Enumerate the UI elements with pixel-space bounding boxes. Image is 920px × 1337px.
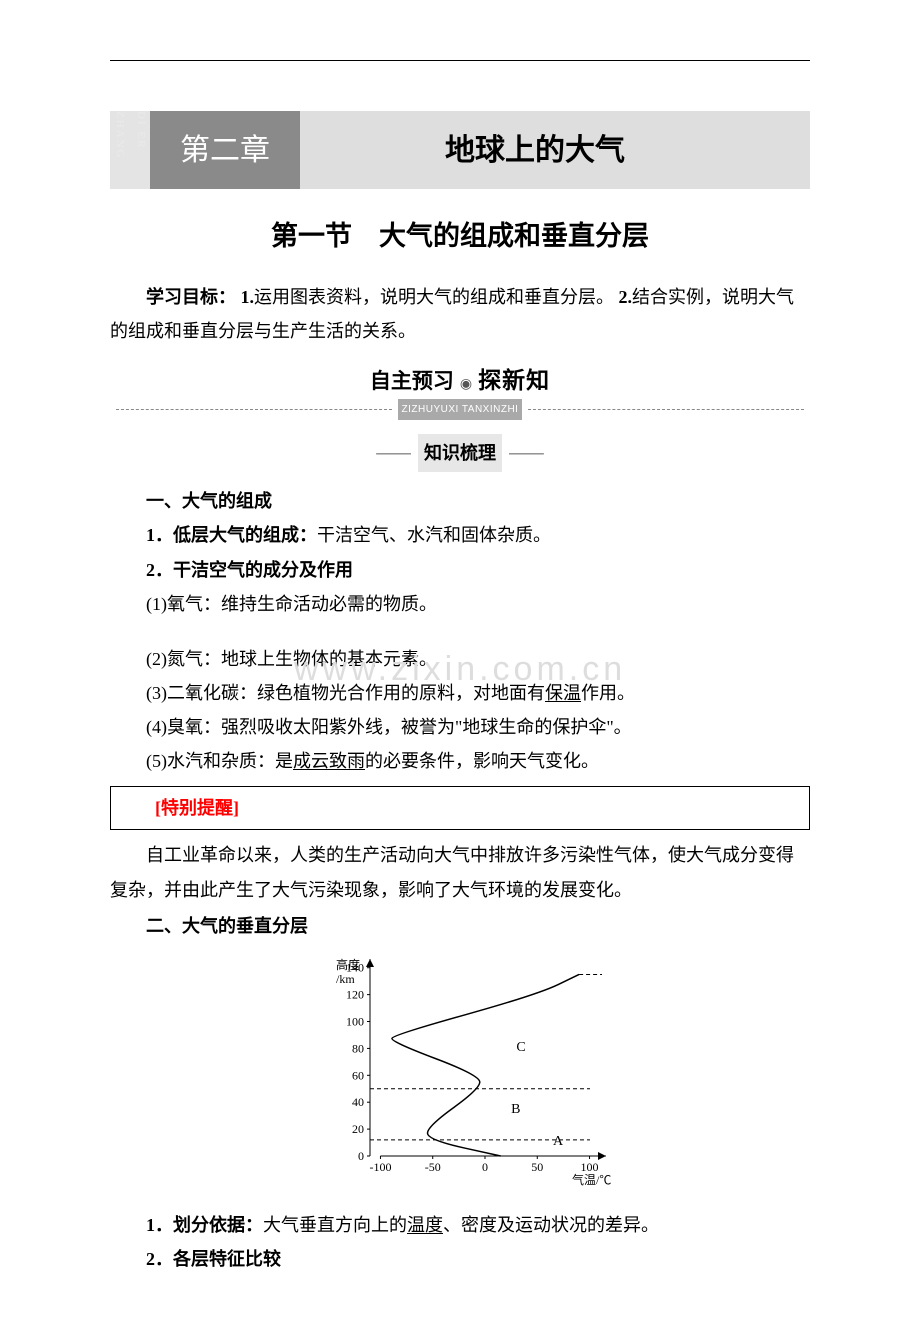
s1-list-5-ul: 成云致雨	[293, 751, 365, 771]
s1-list-4: (4)臭氧：强烈吸收太阳紫外线，被誉为"地球生命的保护伞"。	[110, 710, 810, 744]
svg-text:-100: -100	[369, 1160, 391, 1174]
obj-1-num: 1.	[241, 287, 255, 307]
svg-text:120: 120	[346, 988, 364, 1002]
bracket-left-icon: ⸺	[375, 432, 412, 474]
svg-text:20: 20	[352, 1122, 364, 1136]
s1-header: 一、大气的组成	[110, 484, 810, 518]
s1-list-3b: 作用。	[581, 683, 635, 703]
s2-1-label: 1．划分依据：	[146, 1215, 263, 1235]
svg-text:A: A	[553, 1134, 564, 1149]
preview-left: 自主预习	[370, 362, 454, 402]
svg-text:60: 60	[352, 1068, 364, 1082]
callout-box: [特别提醒]	[110, 786, 810, 830]
svg-text:140: 140	[346, 961, 364, 975]
s2-1-ul: 温度	[407, 1215, 443, 1235]
s1-1-text: 干洁空气、水汽和固体杂质。	[317, 525, 551, 545]
svg-text:100: 100	[346, 1015, 364, 1029]
chapter-banner: DI ER ZHANG 第二章 地球上的大气	[110, 111, 810, 189]
chapter-title: 地球上的大气	[300, 122, 810, 179]
section-title: 第一节 大气的组成和垂直分层	[110, 211, 810, 262]
sub-banner: ⸺ 知识梳理 ⸺	[110, 432, 810, 474]
s2-header: 二、大气的垂直分层	[110, 909, 810, 943]
s1-list-5a: (5)水汽和杂质：是	[146, 751, 293, 771]
svg-text:0: 0	[482, 1160, 488, 1174]
s1-list-3: (3)二氧化碳：绿色植物光合作用的原料，对地面有保温作用。	[110, 676, 810, 710]
objectives-label: 学习目标：	[146, 287, 236, 307]
obj-1: 运用图表资料，说明大气的组成和垂直分层。	[254, 287, 614, 307]
preview-pinyin: ZIZHUYUXI TANXINZHI	[398, 399, 523, 420]
svg-text:0: 0	[358, 1149, 364, 1163]
callout-title: [特别提醒]	[119, 791, 801, 825]
svg-text:80: 80	[352, 1041, 364, 1055]
svg-text:B: B	[511, 1102, 520, 1117]
svg-text:50: 50	[531, 1160, 543, 1174]
svg-text:-50: -50	[425, 1160, 441, 1174]
s1-list-3-ul: 保温	[545, 683, 581, 703]
atmosphere-chart: 高度/km气温/℃020406080100120140-100-50050100…	[110, 951, 810, 1202]
s1-2: 2．干洁空气的成分及作用	[110, 553, 810, 587]
pinyin-bar: ZIZHUYUXI TANXINZHI	[110, 400, 810, 418]
s2-1-c: 、密度及运动状况的差异。	[443, 1215, 659, 1235]
svg-text:100: 100	[581, 1160, 599, 1174]
s1-list-5b: 的必要条件，影响天气变化。	[365, 751, 599, 771]
svg-text:40: 40	[352, 1095, 364, 1109]
s1-list-3a: (3)二氧化碳：绿色植物光合作用的原料，对地面有	[146, 683, 545, 703]
bullet-icon: ◉	[460, 372, 472, 399]
s1-list-2: (2)氮气：地球上生物体的基本元素。	[110, 642, 810, 676]
chapter-pinyin: DI ER ZHANG	[110, 111, 150, 189]
s2-1-b: 大气垂直方向上的	[263, 1215, 407, 1235]
top-rule	[110, 60, 810, 61]
chart-svg: 高度/km气温/℃020406080100120140-100-50050100…	[300, 951, 620, 1191]
s2-2: 2．各层特征比较	[110, 1242, 810, 1276]
s1-1-label: 1．低层大气的组成：	[146, 525, 317, 545]
s1-1: 1．低层大气的组成：干洁空气、水汽和固体杂质。	[110, 518, 810, 552]
svg-text:气温/℃: 气温/℃	[572, 1172, 611, 1187]
s2-1: 1．划分依据：大气垂直方向上的温度、密度及运动状况的差异。	[110, 1208, 810, 1242]
preview-banner: 自主预习 ◉ 探新知	[110, 359, 810, 403]
preview-right: 探新知	[478, 359, 550, 403]
learning-objectives: 学习目标： 1.运用图表资料，说明大气的组成和垂直分层。 2.结合实例，说明大气…	[110, 280, 810, 348]
callout-body: 自工业革命以来，人类的生产活动向大气中排放许多污染性气体，使大气成分变得复杂，并…	[110, 838, 810, 906]
obj-2-num: 2.	[619, 287, 633, 307]
sub-banner-label: 知识梳理	[418, 434, 502, 472]
bracket-right-icon: ⸺	[508, 432, 545, 474]
chapter-number: 第二章	[150, 111, 300, 189]
svg-text:C: C	[516, 1040, 525, 1055]
s1-list-5: (5)水汽和杂质：是成云致雨的必要条件，影响天气变化。	[110, 744, 810, 778]
s1-list-1: (1)氧气：维持生命活动必需的物质。	[110, 587, 810, 621]
